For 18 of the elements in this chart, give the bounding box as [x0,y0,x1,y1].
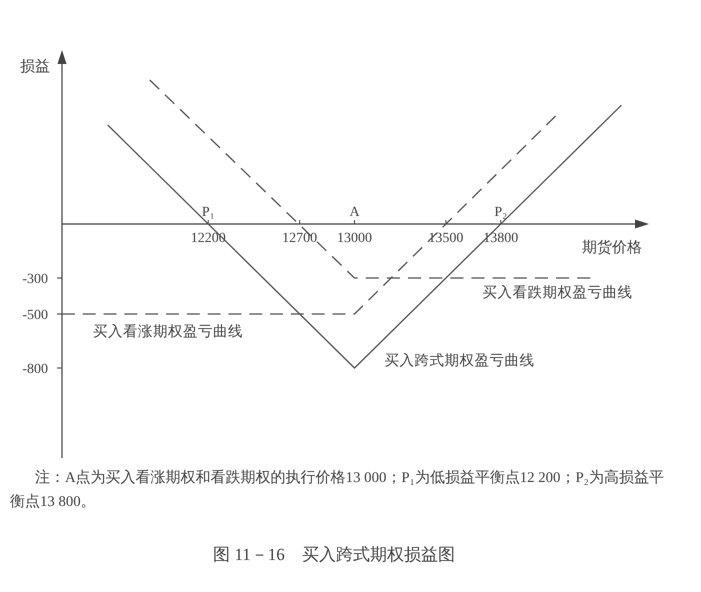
y-axis-title: 损益 [20,58,50,75]
x-axis-title: 期货价格 [582,239,642,256]
series-label: 买入看跌期权盈亏曲线 [482,284,632,301]
series-label: 买入看涨期权盈亏曲线 [93,323,243,340]
y-tick-label: -300 [22,272,48,287]
x-tick-label: 13500 [428,231,464,246]
x-tick-label: 13000 [337,231,372,246]
annotation: P₁ [202,205,215,220]
series-label: 买入跨式期权盈亏曲线 [384,352,534,369]
x-tick-label: 12200 [190,231,226,246]
x-tick-label: 12700 [282,231,318,246]
x-tick-label: 13800 [483,231,518,246]
annotation: P₂ [494,205,508,220]
y-tick-label: -800 [22,362,48,377]
y-tick-label: -500 [22,308,48,323]
text: 注：A点为买入看涨期权和看跌期权的执行价格13 000；P₁为低损益平衡点12 200；P₂为高损益平衡点13 800。 [10,469,664,510]
text: 图 11－16 买入跨式期权损益图 [213,545,455,564]
annotation: A [349,205,360,220]
